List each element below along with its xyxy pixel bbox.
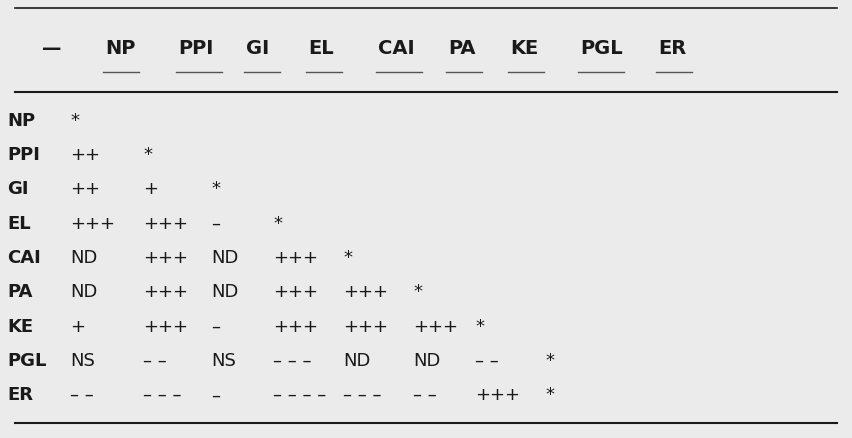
Text: – –: – – [70,386,94,404]
Text: *: * [343,249,352,267]
Text: CAI: CAI [7,249,41,267]
Text: +++: +++ [343,283,388,301]
Text: *: * [273,215,282,233]
Text: +++: +++ [70,215,115,233]
Text: –: – [211,386,220,404]
Text: PA: PA [7,283,32,301]
Text: +++: +++ [273,249,318,267]
Text: ER: ER [7,386,33,404]
Text: PGL: PGL [580,39,623,57]
Text: *: * [475,318,484,336]
Text: KE: KE [7,318,33,336]
Text: ND: ND [70,283,97,301]
Text: EL: EL [308,39,334,57]
Text: +++: +++ [273,318,318,336]
Text: ND: ND [70,249,97,267]
Text: +++: +++ [273,283,318,301]
Text: +++: +++ [143,318,188,336]
Text: *: * [413,283,422,301]
Text: ND: ND [343,352,371,370]
Text: ER: ER [658,39,686,57]
Text: – –: – – [413,386,437,404]
Text: GI: GI [7,180,28,198]
Text: –: – [211,318,220,336]
Text: ++: ++ [70,146,100,164]
Text: ND: ND [211,283,239,301]
Text: NS: NS [70,352,95,370]
Text: NP: NP [7,112,35,130]
Text: –: – [211,215,220,233]
Text: PPI: PPI [178,39,213,57]
Text: +++: +++ [343,318,388,336]
Text: – –: – – [475,352,498,370]
Text: CAI: CAI [378,39,415,57]
Text: ++: ++ [70,180,100,198]
Text: +: + [70,318,85,336]
Text: PGL: PGL [7,352,46,370]
Text: +++: +++ [143,249,188,267]
Text: – – –: – – – [343,386,382,404]
Text: KE: KE [510,39,538,57]
Text: NS: NS [211,352,236,370]
Text: EL: EL [7,215,31,233]
Text: +++: +++ [143,283,188,301]
Text: *: * [545,352,554,370]
Text: GI: GI [246,39,269,57]
Text: +++: +++ [475,386,520,404]
Text: *: * [211,180,220,198]
Text: *: * [70,112,79,130]
Text: – – –: – – – [273,352,312,370]
Text: *: * [545,386,554,404]
Text: PPI: PPI [7,146,40,164]
Text: – – – –: – – – – [273,386,326,404]
Text: +++: +++ [143,215,188,233]
Text: ND: ND [211,249,239,267]
Text: +++: +++ [413,318,458,336]
Text: – – –: – – – [143,386,181,404]
Text: +: + [143,180,158,198]
Text: *: * [143,146,152,164]
Text: ND: ND [413,352,440,370]
Text: – –: – – [143,352,167,370]
Text: NP: NP [105,39,135,57]
Text: —: — [42,39,61,57]
Text: PA: PA [448,39,475,57]
